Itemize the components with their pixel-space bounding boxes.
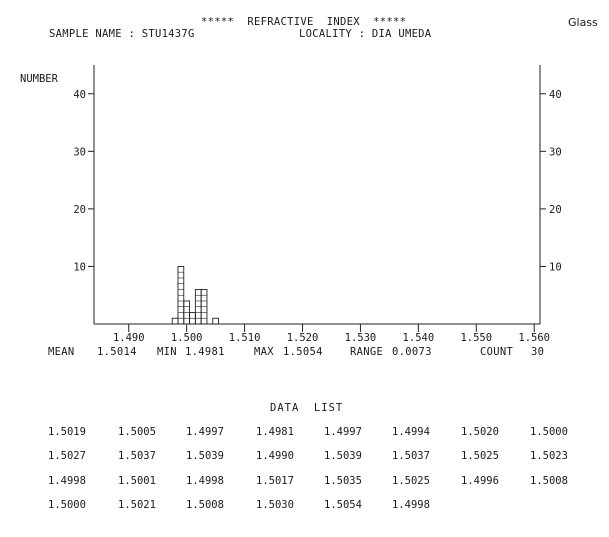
max-value: 1.5054 xyxy=(283,346,323,358)
locality: LOCALITY : DIA UMEDA xyxy=(299,28,432,40)
range-label: RANGE xyxy=(350,346,384,358)
x-tick-label: 1.560 xyxy=(518,332,550,344)
sample-name: SAMPLE NAME : STU1437G xyxy=(49,28,195,40)
range-value: 0.0073 xyxy=(392,346,432,358)
data-list-value: 1.5037 xyxy=(392,450,430,462)
x-tick-label: 1.510 xyxy=(229,332,261,344)
max-label: MAX xyxy=(254,346,274,358)
data-list-value: 1.5025 xyxy=(392,475,430,487)
y-tick-label-right: 30 xyxy=(549,146,562,158)
histogram-bar xyxy=(189,312,196,325)
y-tick-label-right: 20 xyxy=(549,204,562,216)
data-list-value: 1.5023 xyxy=(530,450,568,462)
data-list-value: 1.5017 xyxy=(256,475,294,487)
y-tick-label-left: 40 xyxy=(73,89,86,101)
data-list-value: 1.5030 xyxy=(256,499,294,511)
x-tick-label: 1.550 xyxy=(460,332,492,344)
min-label: MIN xyxy=(157,346,177,358)
data-list-value: 1.5025 xyxy=(461,450,499,462)
histogram-bar xyxy=(183,300,191,325)
data-list-value: 1.5054 xyxy=(324,499,362,511)
data-list-value: 1.5021 xyxy=(118,499,156,511)
data-list-value: 1.5020 xyxy=(461,426,499,438)
histogram-bar xyxy=(171,317,179,325)
data-list-value: 1.5027 xyxy=(48,450,86,462)
data-list-value: 1.4997 xyxy=(324,426,362,438)
histogram-bar-outline xyxy=(212,317,219,325)
x-tick-label: 1.540 xyxy=(403,332,435,344)
data-list-value: 1.5019 xyxy=(48,426,86,438)
data-list-value: 1.4998 xyxy=(392,499,430,511)
x-tick-label: 1.490 xyxy=(113,332,145,344)
data-list-title: DATA LIST xyxy=(270,402,344,414)
histogram-bar-outline xyxy=(171,317,179,325)
min-value: 1.4981 xyxy=(185,346,225,358)
histogram-bar xyxy=(177,265,185,325)
data-list-value: 1.5037 xyxy=(118,450,156,462)
x-tick-label: 1.500 xyxy=(171,332,203,344)
mean-value: 1.5014 xyxy=(97,346,137,358)
sample-type: Glass xyxy=(568,16,598,29)
x-tick-label: 1.520 xyxy=(287,332,319,344)
data-list-value: 1.4996 xyxy=(461,475,499,487)
data-list-value: 1.4981 xyxy=(256,426,294,438)
data-list-value: 1.5035 xyxy=(324,475,362,487)
data-list-value: 1.5000 xyxy=(530,426,568,438)
y-axis-label: NUMBER xyxy=(20,73,59,85)
data-list-value: 1.5008 xyxy=(186,499,224,511)
y-tick-label-left: 20 xyxy=(73,204,86,216)
histogram-chart: NUMBER 10 10 20 20 30 30 40 40 1.490 1.500 1.510 1.5… xyxy=(20,65,562,344)
data-list-value: 1.5039 xyxy=(324,450,362,462)
histogram-bar xyxy=(212,317,219,325)
data-list-value: 1.5008 xyxy=(530,475,568,487)
y-tick-label-right: 10 xyxy=(549,261,562,273)
histogram-bar xyxy=(200,289,208,325)
data-list-value: 1.5001 xyxy=(118,475,156,487)
count-label: COUNT xyxy=(480,346,514,358)
histogram-bar xyxy=(194,289,202,325)
y-tick-label-left: 10 xyxy=(73,261,86,273)
y-tick-label-right: 40 xyxy=(549,89,562,101)
data-list-value: 1.4990 xyxy=(256,450,294,462)
data-list-value: 1.4997 xyxy=(186,426,224,438)
data-list-value: 1.4998 xyxy=(48,475,86,487)
mean-label: MEAN xyxy=(48,346,75,358)
count-value: 30 xyxy=(531,346,545,358)
y-tick-label-left: 30 xyxy=(73,146,86,158)
data-list-value: 1.5039 xyxy=(186,450,224,462)
data-list-value: 1.4998 xyxy=(186,475,224,487)
chart-title: ***** REFRACTIVE INDEX ***** xyxy=(201,16,407,28)
x-tick-label: 1.530 xyxy=(345,332,377,344)
data-list-value: 1.4994 xyxy=(392,426,430,438)
data-list-value: 1.5005 xyxy=(118,426,156,438)
data-list-value: 1.5000 xyxy=(48,499,86,511)
